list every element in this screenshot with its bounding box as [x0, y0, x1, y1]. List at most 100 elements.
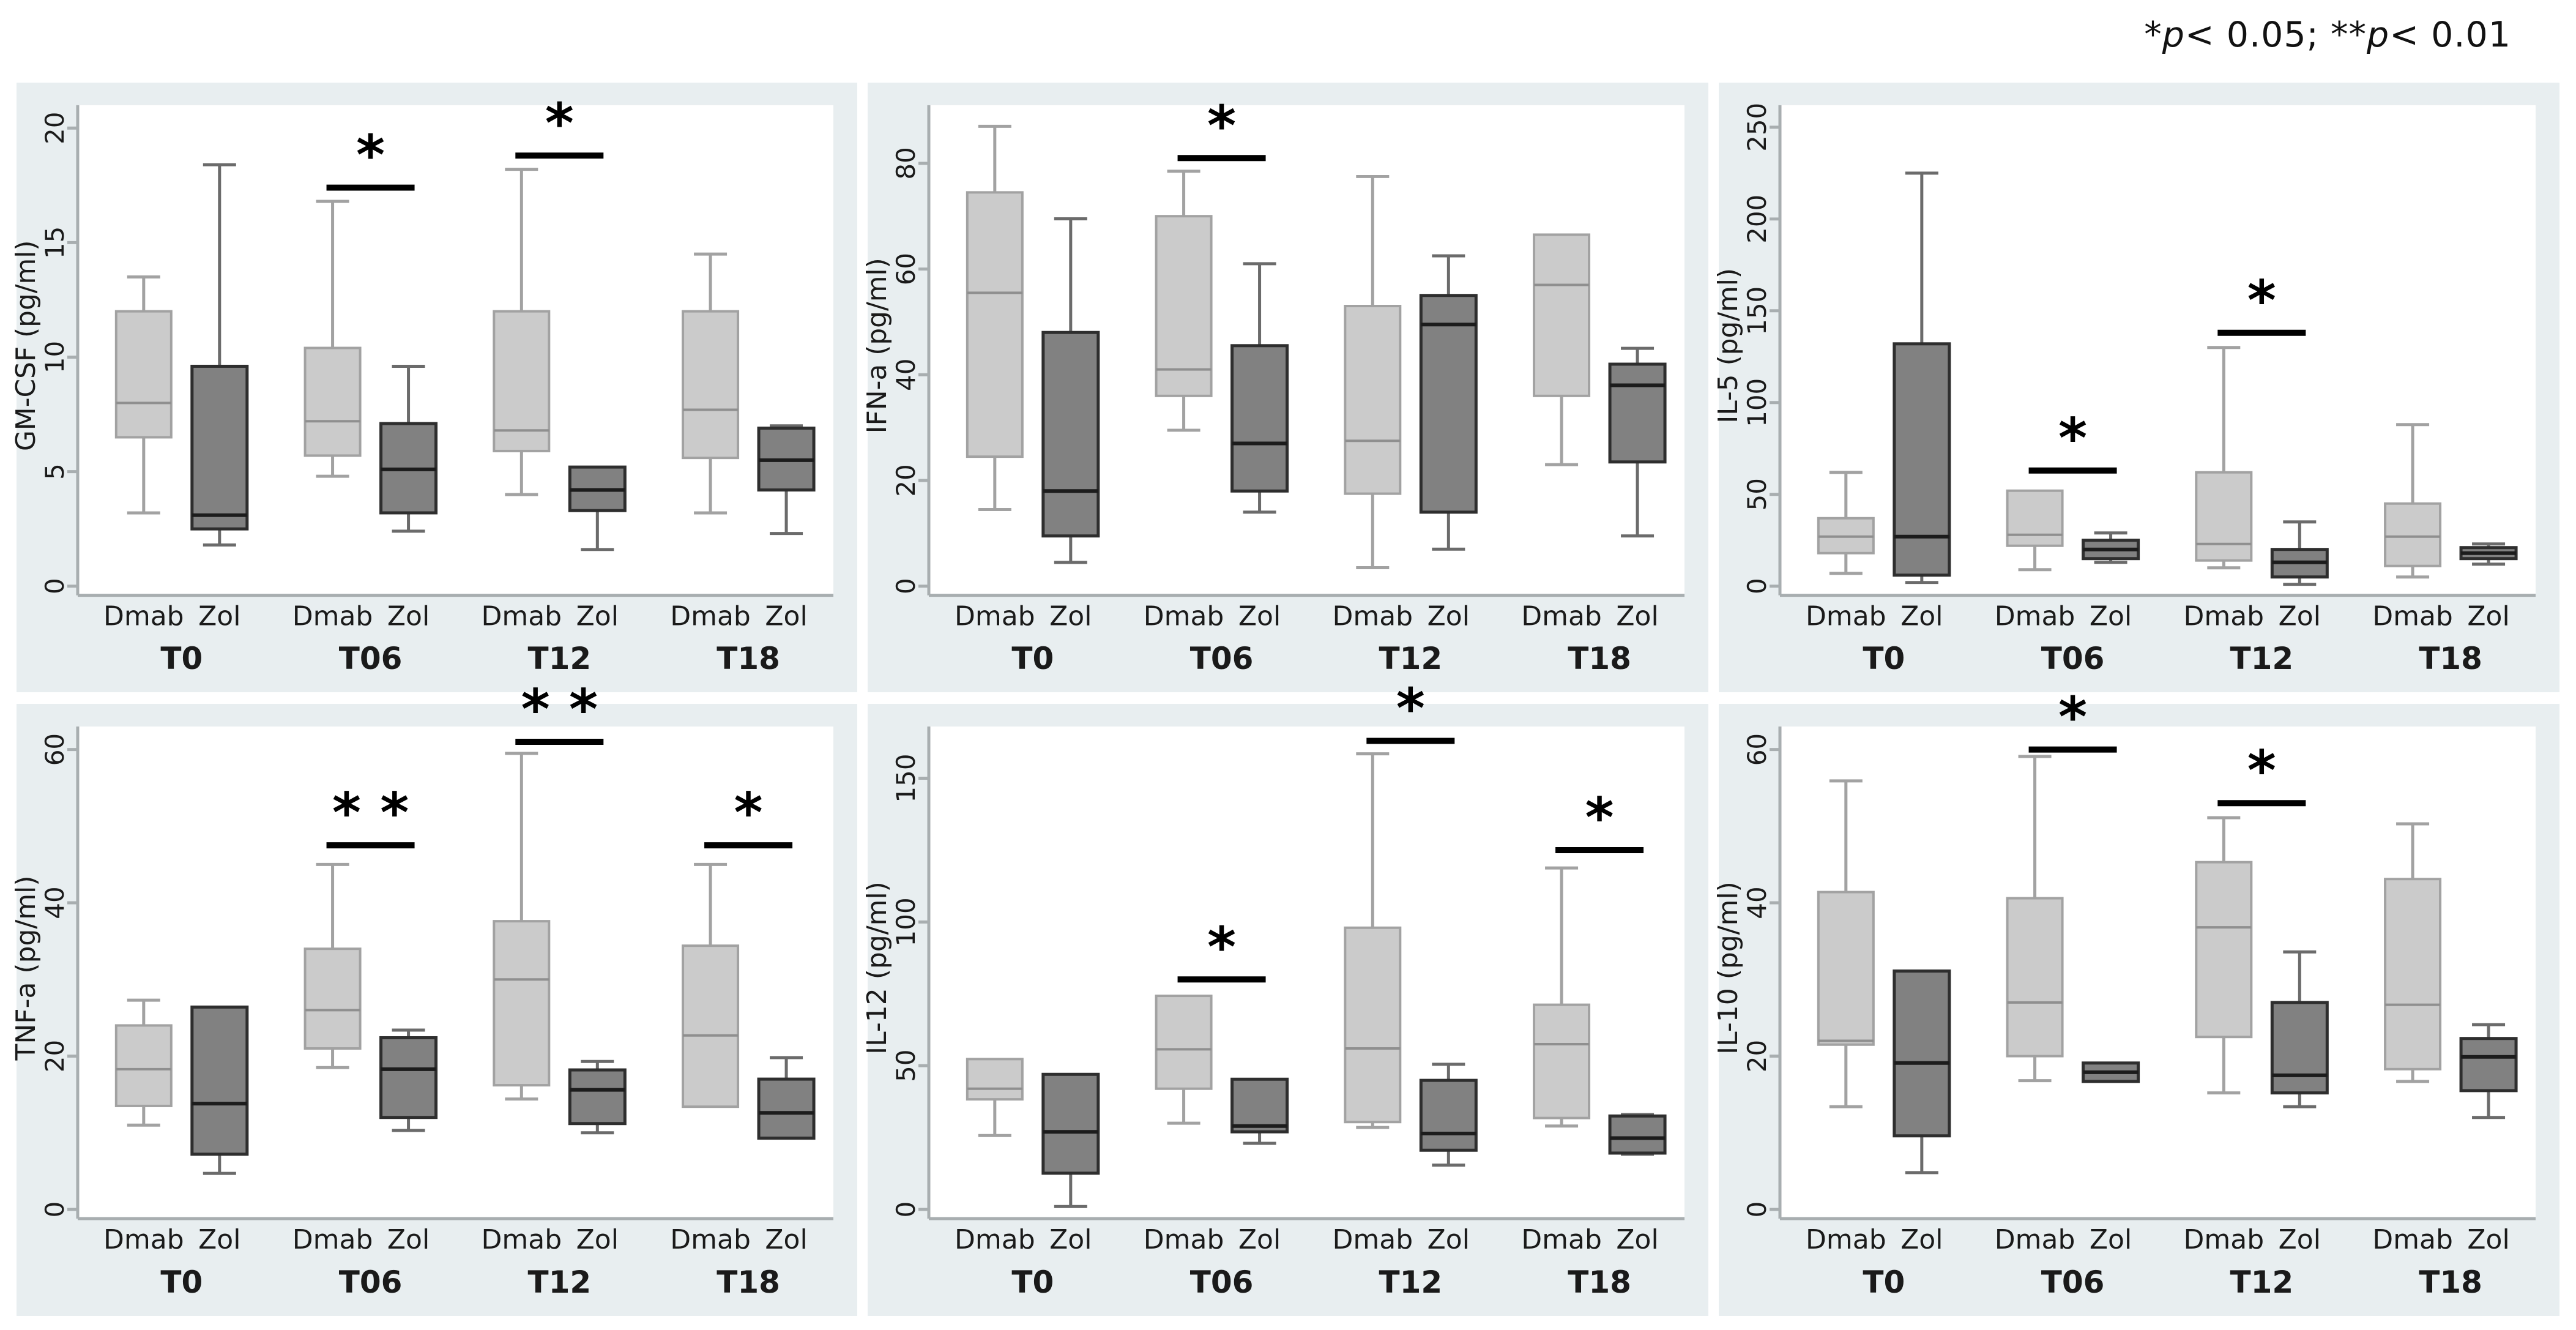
y-tick-label: 0	[40, 1201, 70, 1218]
boxplot-il-12: 0 50 100 150 IL-12 (pg/ml) * * * Dmab Zol T0 Dmab Zo…	[862, 676, 1684, 1300]
y-tick-label: 0	[891, 578, 921, 594]
iqr-box	[1041, 1072, 1100, 1175]
treatment-label-dmab: Dmab	[292, 1224, 373, 1255]
timepoint-label-t18: T18	[2419, 1265, 2482, 1300]
iqr-box	[2006, 489, 2064, 547]
box-dmab-t12	[2195, 816, 2253, 1095]
iqr-box	[1155, 215, 1213, 397]
treatment-label-dmab: Dmab	[1521, 601, 1602, 632]
iqr-box	[303, 947, 362, 1050]
y-tick-label: 20	[40, 112, 70, 144]
y-tick-label: 60	[1742, 733, 1772, 766]
timepoint-label-t06: T06	[2041, 641, 2105, 676]
y-tick-label: 0	[40, 578, 70, 594]
iqr-box	[190, 364, 249, 531]
treatment-label-zol: Zol	[1049, 601, 1092, 632]
box-dmab-t06	[1155, 995, 1213, 1125]
box-zol-t06	[2082, 1061, 2140, 1083]
treatment-label-dmab: Dmab	[1995, 601, 2075, 632]
treatment-label-zol: Zol	[2467, 601, 2509, 632]
iqr-box	[1608, 1114, 1667, 1155]
box-zol-t12	[568, 1059, 627, 1135]
significance-legend-part: *	[2144, 15, 2162, 55]
timepoint-label-t12: T12	[1379, 1265, 1442, 1300]
timepoint-label-t06: T06	[1190, 641, 1254, 676]
treatment-label-dmab: Dmab	[1144, 1224, 1224, 1255]
box-zol-t12	[2270, 950, 2329, 1108]
timepoint-label-t06: T06	[339, 1265, 403, 1300]
treatment-label-dmab: Dmab	[2372, 601, 2453, 632]
treatment-label-zol: Zol	[198, 1224, 240, 1255]
timepoint-label-t06: T06	[1190, 1265, 1254, 1300]
y-tick-label: 100	[1742, 378, 1772, 427]
iqr-box	[190, 1005, 249, 1156]
y-tick-label: 0	[1742, 1201, 1772, 1218]
iqr-box	[1893, 969, 1951, 1138]
treatment-label-zol: Zol	[1616, 601, 1658, 632]
iqr-box	[1608, 362, 1667, 464]
treatment-label-zol: Zol	[2467, 1224, 2509, 1255]
y-tick-label: 20	[1742, 1040, 1772, 1072]
timepoint-label-t12: T12	[2230, 641, 2293, 676]
timepoint-label-t12: T12	[527, 641, 591, 676]
sig-star-tnf-a-t06: * *	[332, 781, 409, 845]
box-dmab-t0	[1817, 471, 1875, 575]
panel-il-12: 0 50 100 150 IL-12 (pg/ml) * * * Dmab Zol T0 Dmab Zo…	[862, 676, 1708, 1316]
significance-legend-part: p	[2367, 15, 2390, 55]
iqr-box	[2270, 1001, 2329, 1095]
box-dmab-t12	[493, 752, 551, 1101]
treatment-label-zol: Zol	[576, 1224, 619, 1255]
significance-legend-part: **	[2331, 15, 2367, 55]
box-zol-t18	[2459, 542, 2518, 566]
treatment-label-dmab: Dmab	[955, 1224, 1035, 1255]
treatment-label-dmab: Dmab	[1144, 601, 1224, 632]
y-tick-label: 40	[40, 886, 70, 919]
treatment-label-dmab: Dmab	[1995, 1224, 2075, 1255]
y-axis-title: IL-12 (pg/ml)	[862, 881, 893, 1055]
box-zol-t18	[2459, 1023, 2518, 1119]
significance-legend-part: < 0.05;	[2184, 15, 2331, 55]
treatment-label-dmab: Dmab	[2372, 1224, 2453, 1255]
treatment-label-dmab: Dmab	[292, 601, 373, 632]
iqr-box	[2006, 897, 2064, 1058]
treatment-label-dmab: Dmab	[482, 601, 562, 632]
treatment-label-dmab: Dmab	[1806, 601, 1886, 632]
box-dmab-t18	[2384, 423, 2442, 579]
iqr-box	[2384, 878, 2442, 1070]
box-dmab-t06	[2006, 755, 2064, 1083]
iqr-box	[682, 310, 740, 460]
panel-il-10: 0 20 40 60 IL-10 (pg/ml) * * Dmab Zol T0 Dmab Zol T0…	[1713, 686, 2559, 1316]
iqr-box	[757, 1077, 816, 1140]
iqr-box	[2384, 502, 2442, 567]
iqr-box	[379, 1036, 438, 1119]
box-zol-t0	[190, 163, 249, 547]
box-zol-t06	[1230, 262, 1289, 514]
timepoint-label-t18: T18	[1568, 641, 1631, 676]
sig-star-il-10-t12: *	[2247, 739, 2276, 803]
treatment-label-zol: Zol	[1428, 1224, 1470, 1255]
timepoint-label-t12: T12	[1379, 641, 1442, 676]
timepoint-label-t0: T0	[160, 1265, 203, 1300]
treatment-label-zol: Zol	[198, 601, 240, 632]
timepoint-label-t0: T0	[160, 641, 203, 676]
boxplot-tnf-a: 0 20 40 60 TNF-a (pg/ml) * * * * * Dmab Zol T0 Dmab…	[10, 678, 833, 1300]
box-dmab-t18	[1533, 233, 1591, 466]
box-zol-t18	[757, 1056, 816, 1140]
box-zol-t18	[1608, 346, 1667, 538]
iqr-box	[114, 310, 173, 439]
treatment-label-zol: Zol	[1900, 601, 1943, 632]
treatment-label-zol: Zol	[387, 601, 430, 632]
box-dmab-t18	[2384, 822, 2442, 1083]
timepoint-label-t0: T0	[1863, 1265, 1905, 1300]
box-dmab-t0	[966, 1058, 1024, 1137]
sig-star-ifn-a-t06: *	[1207, 94, 1236, 158]
y-tick-label: 5	[40, 463, 70, 480]
iqr-box	[966, 191, 1024, 458]
y-tick-label: 60	[891, 253, 921, 285]
y-tick-label: 0	[891, 1201, 921, 1218]
y-tick-label: 250	[1742, 103, 1772, 152]
y-tick-label: 150	[1742, 286, 1772, 335]
box-zol-t06	[2082, 531, 2140, 564]
treatment-label-zol: Zol	[1238, 1224, 1281, 1255]
treatment-label-dmab: Dmab	[103, 601, 184, 632]
